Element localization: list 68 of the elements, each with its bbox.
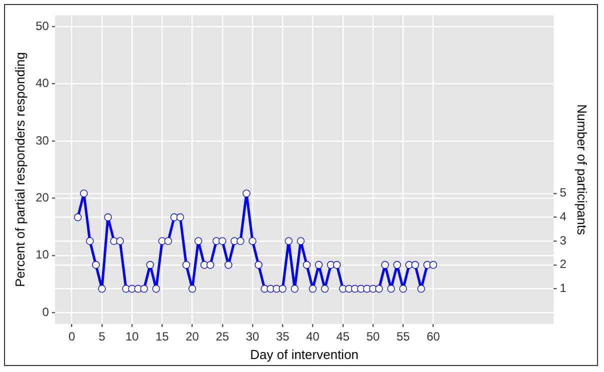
x-tick-label: 25 (216, 330, 230, 344)
y2-tick-label: 1 (560, 281, 567, 296)
y-tick-label: 0 (42, 304, 50, 319)
x-tick-label: 40 (306, 330, 320, 344)
point (176, 213, 184, 222)
point (218, 237, 226, 245)
point (248, 237, 256, 245)
point (98, 284, 106, 293)
x-tick-label: 30 (246, 330, 260, 344)
point (284, 237, 293, 245)
point (236, 237, 244, 245)
y-axis-title: Percent of partial responders responding (12, 52, 28, 288)
point (92, 261, 100, 269)
point (381, 261, 389, 269)
point (320, 284, 329, 293)
y2-tick-label: 3 (560, 233, 567, 248)
point (182, 261, 190, 269)
point (188, 284, 196, 293)
point (140, 284, 148, 293)
x-tick-label: 5 (98, 330, 106, 344)
point (429, 261, 438, 269)
point (387, 284, 395, 293)
point (375, 284, 383, 293)
point (242, 190, 250, 198)
x-tick-label: 35 (276, 330, 290, 344)
point (74, 213, 82, 222)
point (290, 284, 299, 293)
point (411, 261, 420, 269)
y-tick-label: 10 (36, 248, 50, 262)
point (308, 284, 317, 293)
point (86, 237, 94, 245)
point (314, 261, 323, 269)
point (224, 261, 232, 269)
point (152, 284, 160, 293)
point (278, 284, 286, 293)
y2-tick-label: 2 (560, 257, 567, 272)
point (369, 284, 377, 293)
point (393, 261, 401, 269)
x-tick-label: 10 (125, 330, 140, 344)
point (399, 284, 407, 293)
point (194, 237, 202, 245)
point (363, 284, 371, 293)
y-tick-label: 50 (36, 18, 50, 33)
x-tick-label: 60 (426, 330, 440, 344)
point (104, 213, 112, 222)
y2-tick-label: 5 (560, 186, 567, 200)
point (164, 237, 172, 245)
y-tick-label: 40 (36, 76, 50, 90)
x-tick-label: 45 (336, 330, 350, 344)
point (116, 237, 124, 245)
point (206, 261, 214, 269)
point (146, 261, 154, 269)
point (417, 284, 426, 293)
x-tick-label: 0 (68, 330, 76, 344)
x-axis-title: Day of intervention (250, 346, 359, 362)
point (333, 261, 341, 269)
y2-tick-label: 4 (560, 210, 567, 224)
y-tick-label: 20 (36, 190, 50, 205)
x-tick-label: 55 (396, 330, 410, 344)
point (296, 237, 305, 245)
y-tick-label: 30 (36, 133, 50, 148)
x-tick-label: 15 (155, 330, 170, 344)
y2-axis-title: Number of participants (574, 104, 590, 236)
point (254, 261, 262, 269)
point (80, 190, 88, 198)
x-tick-label: 50 (366, 330, 380, 344)
x-tick-label: 20 (186, 330, 200, 344)
point (302, 261, 311, 269)
